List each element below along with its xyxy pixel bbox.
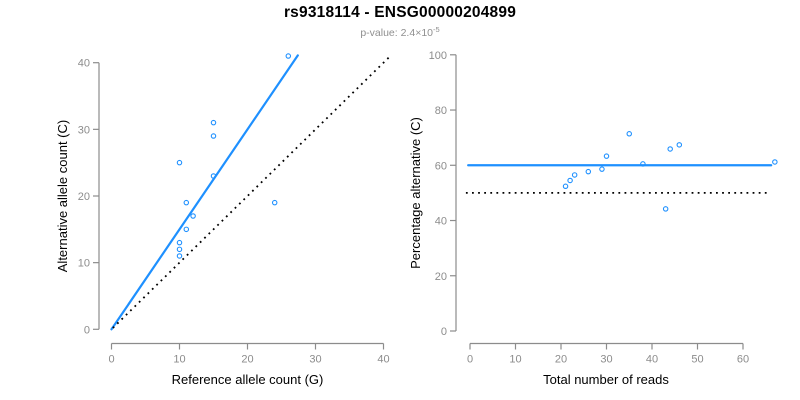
pvalue-subtitle: p-value: 2.4×10-5 — [0, 25, 800, 39]
data-point — [772, 159, 778, 165]
x-tick-label: 0 — [108, 354, 114, 366]
data-point — [667, 146, 673, 152]
data-point — [640, 161, 646, 167]
data-point — [603, 153, 610, 159]
y-tick-label: 60 — [435, 160, 447, 172]
x-tick-label: 30 — [309, 354, 321, 366]
x-tick-label: 60 — [737, 354, 749, 366]
percentage-vs-reads-scatter: 0 20 40 60 80 100 0 10 20 30 40 50 60 Total number of… — [408, 50, 778, 387]
identity-line — [112, 56, 390, 329]
data-point — [567, 177, 573, 184]
y-tick-label: 40 — [78, 58, 90, 70]
x-tick-label: 20 — [241, 354, 253, 366]
data-point — [176, 246, 183, 253]
data-point — [210, 119, 217, 126]
fitted-line — [110, 54, 299, 331]
y-axis-title: Percentage alternative (C) — [408, 117, 423, 269]
data-point — [176, 159, 183, 166]
plot-header: rs9318114 - ENSG00000204899 p-value: 2.4… — [0, 4, 800, 39]
x-tick-label: 20 — [555, 354, 567, 366]
y-tick-label: 100 — [429, 50, 447, 62]
x-axis-title: Total number of reads — [543, 372, 669, 387]
data-point — [176, 239, 183, 246]
page-title: rs9318114 - ENSG00000204899 — [283, 4, 517, 21]
y-tick-label: 10 — [78, 258, 90, 270]
y-axis-title: Alternative allele count (C) — [55, 120, 70, 272]
data-point — [271, 199, 278, 206]
data-point — [585, 168, 592, 175]
data-point — [562, 183, 569, 190]
y-tick-label: 40 — [435, 216, 447, 228]
data-point — [571, 172, 578, 178]
allele-counts-scatter: 0 10 20 30 40 0 10 20 30 40 Reference allele count… — [55, 53, 390, 387]
x-tick-label: 10 — [509, 354, 521, 366]
y-tick-label: 0 — [84, 324, 90, 336]
x-tick-label: 0 — [467, 354, 473, 366]
data-point — [626, 131, 632, 137]
x-tick-label: 50 — [691, 354, 703, 366]
y-tick-label: 80 — [435, 105, 447, 117]
data-point — [599, 166, 605, 172]
pvalue-label: p-value: — [360, 27, 401, 39]
y-tick-label: 20 — [435, 271, 447, 283]
x-tick-label: 40 — [646, 354, 658, 366]
data-point — [676, 142, 683, 148]
x-axis-title: Reference allele count (G) — [172, 372, 324, 387]
data-point — [210, 133, 217, 139]
data-point — [190, 213, 196, 219]
pvalue-exponent: -5 — [433, 25, 440, 34]
data-point — [183, 199, 190, 206]
y-tick-label: 30 — [78, 124, 90, 136]
pvalue-number: 2.4×10 — [400, 27, 434, 39]
data-point — [210, 173, 217, 179]
y-tick-label: 20 — [78, 191, 90, 203]
data-point — [285, 53, 292, 59]
data-point — [183, 226, 190, 233]
data-point — [176, 253, 183, 259]
data-point — [662, 206, 669, 212]
y-tick-label: 0 — [441, 326, 447, 338]
x-tick-label: 40 — [377, 354, 389, 366]
x-tick-label: 10 — [173, 354, 185, 366]
x-tick-label: 30 — [600, 354, 612, 366]
